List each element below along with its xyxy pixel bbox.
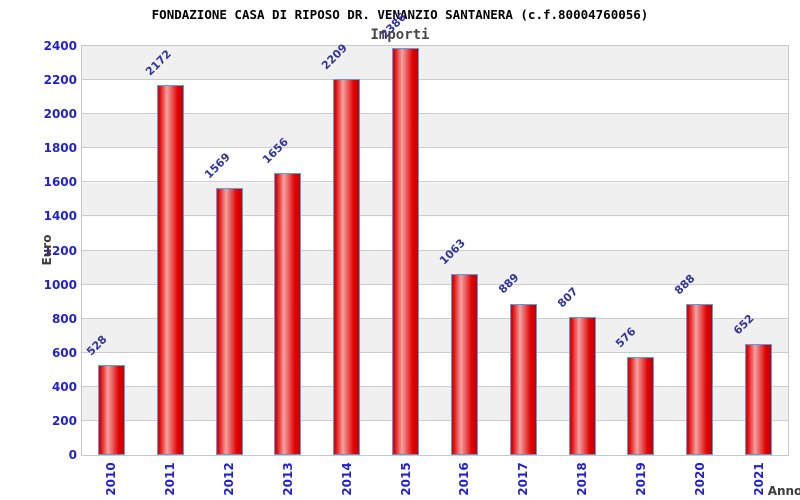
bar-value-label: 528 [84, 332, 110, 359]
y-tick-label: 2000 [43, 107, 77, 122]
bar-2010 [97, 365, 125, 455]
x-tick-label: 2017 [516, 462, 531, 496]
bar-2016 [450, 273, 478, 455]
bar-value-label: 2209 [319, 40, 351, 72]
y-tick-label: 600 [51, 345, 77, 360]
gridline [82, 249, 788, 251]
bar-2015 [392, 48, 420, 455]
x-tick-label: 2013 [280, 462, 295, 496]
gridline [82, 113, 788, 115]
x-tick-label: 2020 [692, 462, 707, 496]
y-tick-label: 400 [51, 379, 77, 394]
bar-2014 [333, 78, 361, 455]
bar-value-label: 807 [554, 285, 581, 311]
y-tick-label: 1400 [43, 209, 77, 224]
bar-value-label: 652 [731, 311, 757, 338]
plot-area: 528 2172 1569 1656 2209 2386 1063 889 807 576 888 6… [81, 11, 789, 456]
bar-value-label: 1569 [201, 150, 233, 181]
gridline [82, 181, 788, 183]
y-tick-label: 1000 [43, 277, 77, 292]
x-tick-label: 2010 [104, 462, 119, 496]
bar-2018 [568, 317, 596, 455]
x-tick-label: 2012 [222, 462, 237, 496]
y-tick-label: 200 [51, 413, 77, 428]
y-tick-label: 1600 [43, 175, 77, 190]
bar-value-label: 576 [613, 324, 639, 351]
bar-value-label: 889 [495, 271, 522, 297]
x-tick-label: 2014 [339, 462, 354, 496]
x-axis-title: Anno [767, 484, 800, 498]
x-tick-label: 2015 [398, 462, 413, 496]
y-tick-label: 2200 [43, 73, 77, 88]
bar-value-label: 888 [672, 271, 698, 297]
gridline [82, 351, 788, 353]
gridline [82, 215, 788, 217]
gridline [82, 147, 788, 149]
bar-2019 [627, 356, 655, 455]
x-tick-label: 2011 [163, 462, 178, 496]
x-tick-label: 2016 [457, 462, 472, 496]
y-tick-label: 1800 [43, 141, 77, 156]
y-tick-label: 2400 [43, 39, 77, 53]
gridline [82, 385, 788, 387]
bar-value-label: 2172 [142, 47, 174, 79]
chart-subtitle: Importi [370, 27, 430, 43]
y-axis-title: Euro [40, 234, 54, 266]
y-tick-label: 800 [51, 311, 77, 326]
gridline [82, 419, 788, 421]
bar-2020 [686, 303, 714, 455]
y-tick-label: 1200 [43, 243, 77, 258]
chart-title: FONDAZIONE CASA DI RIPOSO DR. VENANZIO S… [151, 7, 649, 22]
x-tick-label: 2019 [633, 462, 648, 496]
bar-2017 [509, 303, 537, 455]
gridline [82, 317, 788, 319]
bar-2021 [745, 343, 773, 455]
bar-value-label: 1063 [437, 236, 468, 268]
bar-2013 [274, 172, 302, 455]
gridline [82, 283, 788, 285]
y-tick-label: 0 [68, 448, 77, 462]
gridline [82, 79, 788, 81]
bar-2012 [215, 187, 243, 455]
x-tick-label: 2021 [751, 462, 766, 496]
bar-value-label: 1656 [260, 135, 292, 167]
x-tick-label: 2018 [575, 462, 590, 496]
bar-2011 [156, 84, 184, 455]
